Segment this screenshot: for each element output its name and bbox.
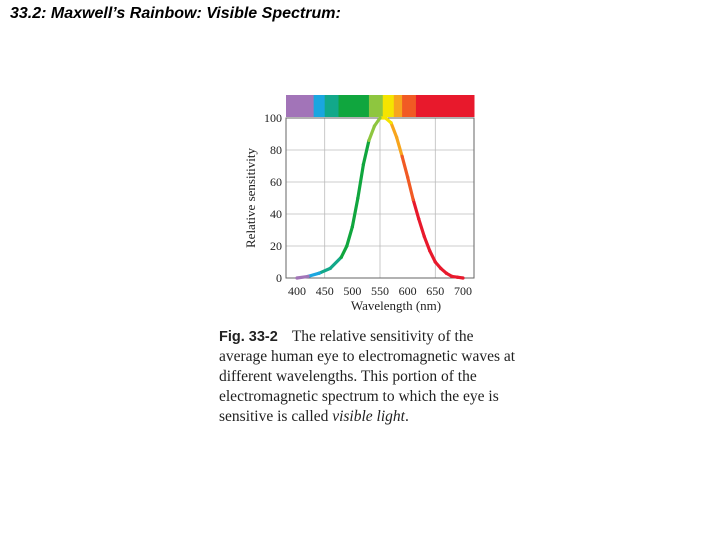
curve-segment — [394, 135, 404, 159]
curve-segment — [317, 266, 332, 275]
data-point — [400, 154, 404, 158]
data-point — [450, 274, 454, 278]
curve-segment — [411, 197, 421, 221]
curve-segment — [417, 217, 426, 238]
sensitivity-chart: 0 20 40 60 80 100 400 450 500 550 600 650 700 Relat… — [243, 95, 475, 313]
caption-end: . — [404, 408, 409, 425]
spectrum-band-0 — [286, 95, 315, 117]
curve-segment — [400, 154, 410, 179]
data-point — [361, 162, 366, 166]
data-point — [317, 271, 321, 275]
sensitivity-curve — [295, 116, 465, 280]
curve-segment — [328, 255, 343, 270]
data-point — [339, 255, 343, 259]
chart-grid — [286, 117, 474, 279]
curve-segment — [350, 196, 360, 229]
spectrum-band-2 — [324, 95, 340, 117]
data-point — [422, 234, 426, 238]
x-tick-label: 500 — [343, 284, 361, 298]
curve-segment — [345, 225, 354, 248]
curve-segment — [306, 271, 321, 278]
x-tick-label: 450 — [316, 284, 334, 298]
curve-segment — [356, 162, 366, 200]
curve-segment — [406, 175, 415, 202]
data-point — [406, 175, 410, 179]
spectrum-band-7 — [402, 95, 417, 117]
x-tick-label: 650 — [426, 284, 444, 298]
y-axis-label: Relative sensitivity — [243, 147, 258, 248]
data-point — [433, 260, 437, 264]
x-tick-labels: 400 450 500 550 600 650 700 — [288, 284, 472, 298]
data-point — [306, 274, 310, 278]
y-tick-label: 40 — [270, 207, 282, 221]
data-point — [378, 116, 382, 120]
curve-segment — [422, 234, 432, 253]
data-point — [444, 271, 448, 275]
x-tick-label: 600 — [399, 284, 417, 298]
data-point — [372, 124, 377, 128]
curve-segment — [339, 244, 349, 259]
figure-caption: Fig. 33-2 The relative sensitivity of the… — [219, 327, 519, 427]
spectrum-band-1 — [313, 95, 326, 117]
y-tick-labels: 0 20 40 60 80 100 — [264, 111, 282, 285]
data-point — [455, 275, 460, 279]
data-point — [461, 276, 465, 280]
data-point — [411, 198, 415, 202]
data-point — [439, 266, 443, 270]
data-point — [417, 217, 421, 221]
caption-emphasis: visible light — [332, 408, 405, 425]
slide-title: 33.2: Maxwell’s Rainbow: Visible Spectru… — [10, 5, 341, 22]
spectrum-bar — [286, 95, 475, 117]
spectrum-band-5 — [382, 95, 395, 117]
curve-segment — [361, 138, 371, 167]
curve-segment — [295, 274, 310, 280]
data-point — [350, 225, 354, 229]
data-point — [394, 135, 399, 139]
data-point — [428, 249, 432, 253]
data-point — [295, 276, 299, 280]
figure-label: Fig. 33-2 — [219, 329, 278, 345]
curve-segment — [372, 116, 382, 128]
x-tick-label: 550 — [371, 284, 389, 298]
data-point — [345, 244, 349, 248]
x-tick-label: 400 — [288, 284, 306, 298]
y-tick-label: 20 — [270, 239, 282, 253]
data-point — [389, 121, 393, 125]
curve-segment — [367, 124, 377, 143]
spectrum-band-3 — [338, 95, 370, 117]
spectrum-band-4 — [368, 95, 384, 117]
curve-segment — [389, 121, 399, 139]
y-tick-label: 100 — [264, 111, 282, 125]
caption-text: The relative sensitivity of the average … — [219, 328, 516, 425]
spectrum-band-6 — [393, 95, 403, 117]
data-point — [356, 196, 360, 200]
y-tick-label: 80 — [270, 143, 282, 157]
data-point — [383, 116, 388, 120]
x-tick-label: 700 — [454, 284, 472, 298]
spectrum-band-8 — [415, 95, 475, 117]
data-point — [328, 266, 332, 270]
data-point — [367, 138, 371, 142]
y-tick-label: 0 — [276, 271, 282, 285]
x-axis-label: Wavelength (nm) — [351, 298, 441, 313]
y-tick-label: 60 — [270, 175, 282, 189]
curve-segment — [428, 249, 437, 264]
